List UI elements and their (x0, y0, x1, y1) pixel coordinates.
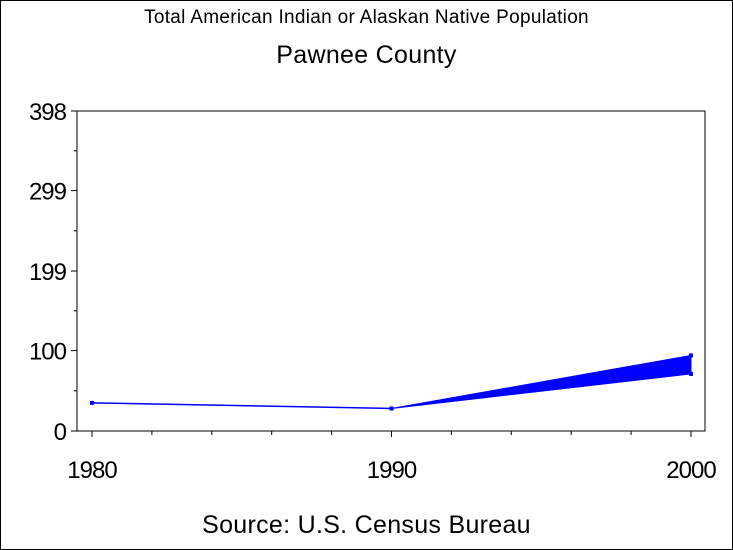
x-tick-label: 2000 (666, 457, 716, 484)
y-tick-label: 100 (29, 339, 67, 366)
data-point (689, 353, 693, 358)
data-point (90, 400, 94, 405)
data-point (689, 371, 693, 376)
x-tick-label: 1990 (367, 457, 417, 484)
chart-subtitle: Pawnee County (276, 41, 457, 69)
series-band (391, 354, 692, 409)
y-tick-label: 199 (29, 259, 67, 286)
y-axis: 0 100 199 299 398 (29, 99, 77, 446)
y-tick-label: 398 (29, 99, 67, 126)
source-note: Source: U.S. Census Bureau (202, 511, 531, 539)
y-tick-label: 0 (54, 419, 67, 446)
data-point (389, 406, 394, 411)
y-tick-label: 299 (29, 179, 67, 206)
x-axis: 1980 1990 2000 (67, 431, 717, 484)
chart-title: Total American Indian or Alaskan Native … (144, 7, 589, 28)
series-layer (90, 353, 693, 411)
x-tick-label: 1980 (67, 457, 117, 484)
series-line-segment (91, 402, 392, 410)
